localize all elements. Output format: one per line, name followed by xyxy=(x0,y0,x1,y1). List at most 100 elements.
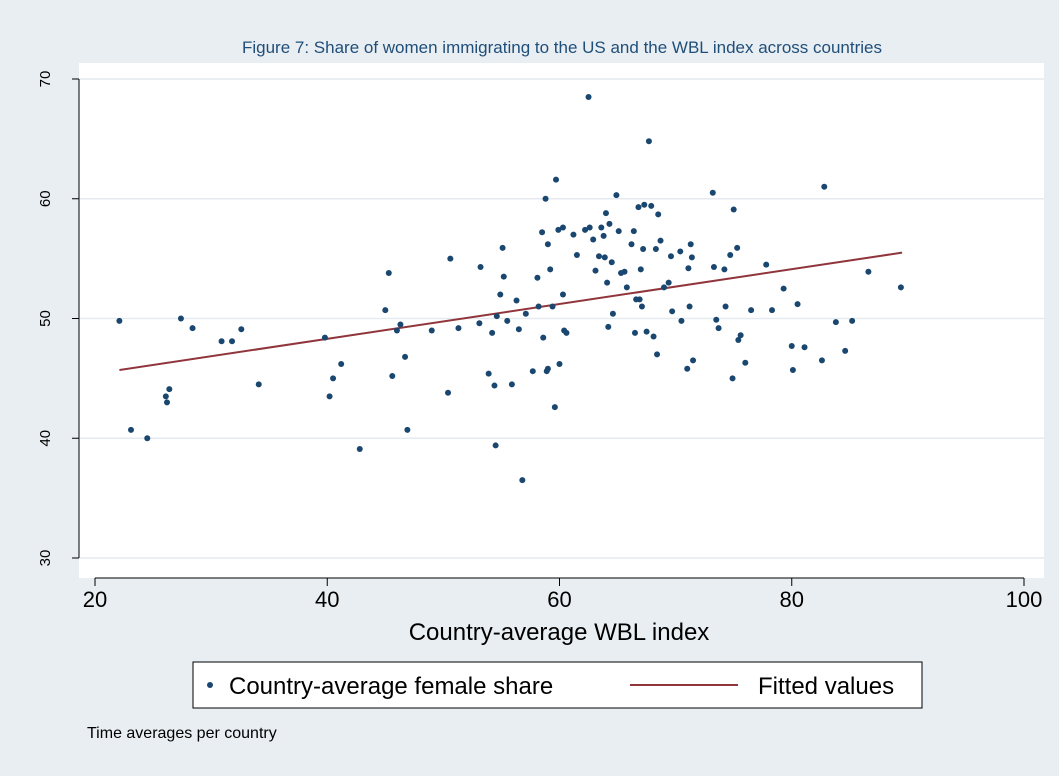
scatter-point xyxy=(229,338,236,345)
scatter-point xyxy=(685,265,692,272)
scatter-point xyxy=(499,244,506,251)
legend-marker-scatter xyxy=(207,682,213,688)
scatter-point xyxy=(643,328,650,335)
scatter-point xyxy=(356,446,363,453)
y-tick-label: 50 xyxy=(37,310,54,327)
fitted-values-line xyxy=(119,251,903,371)
scatter-point xyxy=(238,326,245,333)
scatter-point xyxy=(570,231,577,238)
scatter-point xyxy=(690,357,697,364)
legend: Country-average female share Fitted valu… xyxy=(192,661,923,709)
chart-title: Figure 7: Share of women immigrating to … xyxy=(242,38,882,57)
scatter-point xyxy=(585,93,592,100)
scatter-point xyxy=(321,334,328,341)
fit-line-layer xyxy=(119,251,903,371)
scatter-point xyxy=(687,241,694,248)
scatter-point xyxy=(544,241,551,248)
scatter-point xyxy=(515,326,522,333)
scatter-point xyxy=(540,334,547,341)
scatter-point xyxy=(608,259,615,266)
scatter-point xyxy=(162,393,169,400)
scatter-point xyxy=(654,351,661,358)
legend-box xyxy=(192,661,923,709)
scatter-point xyxy=(645,138,652,145)
scatter-point xyxy=(428,327,435,334)
scatter-point xyxy=(621,268,628,275)
scatter-point xyxy=(729,375,736,382)
scatter-point xyxy=(655,211,662,218)
scatter-point xyxy=(650,333,657,340)
scatter-point xyxy=(722,303,729,310)
scatter-point xyxy=(661,284,668,291)
scatter-point xyxy=(455,325,462,332)
scatter-point xyxy=(547,266,554,273)
scatter-point xyxy=(127,426,134,433)
scatter-point xyxy=(551,404,558,411)
scatter-point xyxy=(116,317,123,324)
scatter-point xyxy=(508,381,515,388)
scatter-point xyxy=(604,279,611,286)
scatter-point xyxy=(544,365,551,372)
scatter-point xyxy=(539,229,546,236)
scatter-point xyxy=(788,343,795,350)
scatter-point xyxy=(535,303,542,310)
scatter-point xyxy=(735,337,742,344)
scatter-point xyxy=(842,347,849,354)
scatter-point xyxy=(586,224,593,231)
scatter-point xyxy=(638,303,645,310)
scatter-point xyxy=(801,344,808,351)
scatter-point xyxy=(573,252,580,259)
scatter-point xyxy=(529,368,536,375)
scatter-point xyxy=(897,284,904,291)
scatter-point xyxy=(615,228,622,235)
scatter-point xyxy=(189,325,196,332)
scatter-point xyxy=(163,399,170,406)
scatter-point xyxy=(519,477,526,484)
scatter-point xyxy=(534,274,541,281)
scatter-point xyxy=(542,195,549,202)
scatter-point xyxy=(330,375,337,382)
scatter-point xyxy=(563,329,570,336)
scatter-point xyxy=(631,329,638,336)
scatter-point xyxy=(549,303,556,310)
y-tick-label: 60 xyxy=(37,190,54,207)
scatter-point xyxy=(497,291,504,298)
scatter-point xyxy=(393,327,400,334)
scatter-point xyxy=(769,307,776,314)
scatter-point xyxy=(601,254,608,261)
scatter-point xyxy=(606,220,613,227)
scatter-point xyxy=(493,313,500,320)
y-tick-label: 30 xyxy=(37,550,54,567)
scatter-point xyxy=(592,267,599,274)
scatter-point xyxy=(553,176,560,183)
scatter-point xyxy=(492,442,499,449)
scatter-point xyxy=(389,372,396,379)
scatter-point xyxy=(709,189,716,196)
scatter-point xyxy=(669,308,676,315)
scatter-point xyxy=(665,279,672,286)
scatter-point xyxy=(326,393,333,400)
scatter-point xyxy=(609,310,616,317)
scatter-point xyxy=(832,319,839,326)
scatter-point xyxy=(794,301,801,308)
scatter-point xyxy=(402,353,409,360)
scatter-point xyxy=(677,248,684,255)
scatter-point xyxy=(513,297,520,304)
scatter-point xyxy=(491,382,498,389)
scatter-point xyxy=(623,284,630,291)
scatter-point xyxy=(602,210,609,217)
x-tick-label: 80 xyxy=(780,587,804,612)
scatter-point xyxy=(821,183,828,190)
scatter-point xyxy=(865,268,872,275)
scatter-point xyxy=(727,252,734,259)
scatter-point xyxy=(849,317,856,324)
x-tick-label: 100 xyxy=(1006,587,1043,612)
scatter-point xyxy=(485,370,492,377)
y-tick-label: 70 xyxy=(37,71,54,88)
scatter-point xyxy=(582,226,589,233)
scatter-point xyxy=(500,273,507,280)
scatter-point xyxy=(748,307,755,314)
x-tick-label: 40 xyxy=(315,587,339,612)
scatter-point xyxy=(667,253,674,260)
scatter-point xyxy=(678,317,685,324)
